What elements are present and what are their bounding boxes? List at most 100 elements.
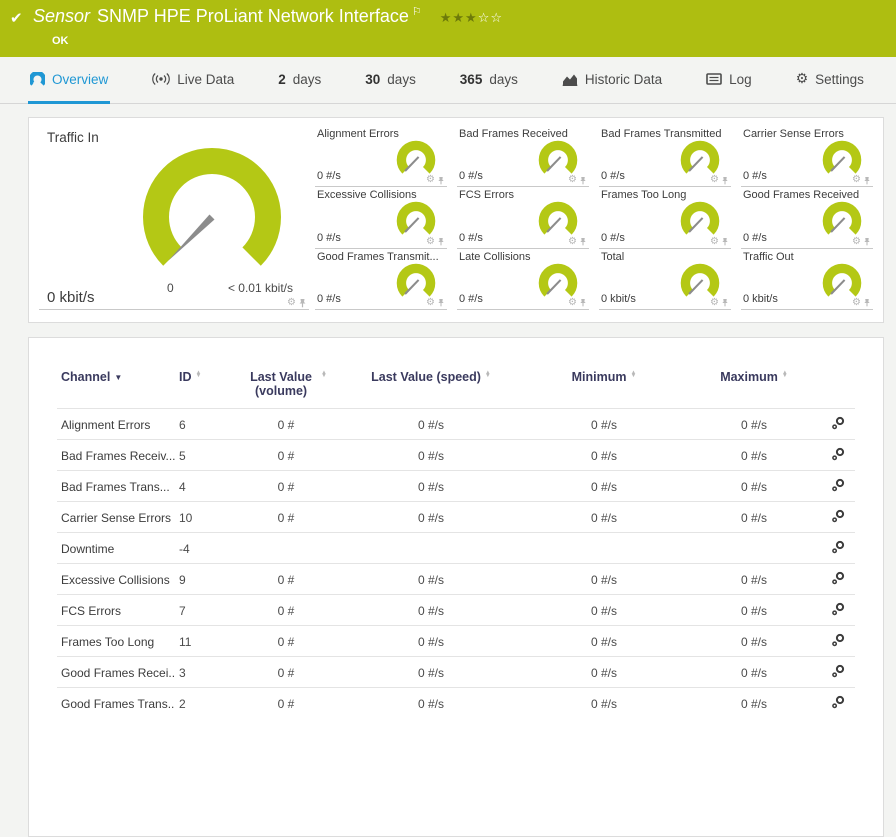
table-row: Downtime -4 [57, 532, 855, 564]
tab-2-days[interactable]: 2 days [276, 57, 323, 104]
mini-gauge-icon [822, 140, 862, 174]
mini-gauge-value: 0 #/s [743, 170, 767, 183]
channel-settings-gears-icon[interactable] [831, 695, 845, 712]
gear-icon[interactable]: ⚙ [710, 235, 719, 247]
mini-gauge-excessive-collisions[interactable]: Excessive Collisions 0 #/s ⚙ [315, 187, 447, 249]
mini-gauge-late-collisions[interactable]: Late Collisions 0 #/s ⚙ [457, 249, 589, 310]
pin-icon[interactable] [437, 298, 445, 307]
mini-gauge-fcs-errors[interactable]: FCS Errors 0 #/s ⚙ [457, 187, 589, 249]
channel-name: Alignment Errors [57, 408, 175, 440]
pin-icon[interactable] [863, 237, 871, 246]
channel-name: Bad Frames Receiv... [57, 439, 175, 471]
mini-gauge-good-frames-received[interactable]: Good Frames Received 0 #/s ⚙ [741, 187, 873, 249]
column-header-minimum[interactable]: Minimum ▲ ▼ [520, 368, 688, 409]
stars-filled[interactable]: ★★★ [439, 11, 478, 26]
column-label: ID [179, 370, 192, 384]
last-value-speed: 0 #/s [342, 470, 520, 502]
channel-name: Excessive Collisions [57, 563, 175, 595]
mini-gauge-good-frames-transmitted[interactable]: Good Frames Transmit... 0 #/s ⚙ [315, 249, 447, 310]
priority-stars[interactable]: ★★★☆☆ [440, 11, 503, 26]
gear-icon[interactable]: ⚙ [426, 174, 435, 186]
channel-settings-gears-icon[interactable] [831, 664, 845, 681]
gear-icon[interactable]: ⚙ [426, 235, 435, 247]
pin-icon[interactable] [721, 298, 729, 307]
mini-gauge-value: 0 #/s [317, 231, 341, 244]
channel-settings-gears-icon[interactable] [831, 571, 845, 588]
gear-icon[interactable]: ⚙ [710, 296, 719, 308]
pin-icon[interactable] [721, 237, 729, 246]
channel-settings-gears-icon[interactable] [831, 509, 845, 526]
gear-icon[interactable]: ⚙ [852, 296, 861, 308]
last-value-volume: 0 # [230, 408, 342, 440]
channel-name: FCS Errors [57, 594, 175, 626]
tab-settings[interactable]: ⚙ Settings [794, 57, 866, 104]
column-header-channel[interactable]: Channel ▼ [57, 368, 175, 409]
tab-live-data[interactable]: Live Data [150, 57, 236, 104]
minimum-value: 0 #/s [520, 470, 688, 502]
pin-icon[interactable] [863, 298, 871, 307]
stars-empty[interactable]: ☆☆ [477, 11, 503, 26]
tab-historic-data[interactable]: Historic Data [560, 57, 664, 104]
pin-icon[interactable] [721, 176, 729, 185]
pin-icon[interactable] [579, 176, 587, 185]
channel-settings-gears-icon[interactable] [831, 540, 845, 557]
minimum-value: 0 #/s [520, 501, 688, 533]
mini-gauge-label: Bad Frames Transmitted [601, 128, 722, 140]
status-ok-checkmark-icon: ✔ [10, 9, 23, 27]
last-value-volume [230, 532, 342, 564]
tab-30-days[interactable]: 30 days [363, 57, 418, 104]
tab-overview[interactable]: Overview [28, 57, 111, 104]
column-header-last-value-volume[interactable]: Last Value (volume) ▲ ▼ [230, 368, 342, 409]
channel-settings-gears-icon[interactable] [831, 416, 845, 433]
mini-gauge-bad-frames-transmitted[interactable]: Bad Frames Transmitted 0 #/s ⚙ [599, 126, 731, 188]
broadcast-icon [152, 72, 171, 86]
pin-icon[interactable] [437, 237, 445, 246]
pin-icon[interactable] [437, 176, 445, 185]
last-value-volume: 0 # [230, 563, 342, 595]
channel-id: 3 [175, 656, 230, 688]
channel-settings-gears-icon[interactable] [831, 633, 845, 650]
column-header-maximum[interactable]: Maximum ▲ ▼ [688, 368, 820, 409]
pin-icon[interactable] [579, 298, 587, 307]
sensor-kind-label: Sensor [33, 6, 91, 26]
gear-icon[interactable]: ⚙ [287, 297, 296, 308]
mini-gauge-value: 0 #/s [601, 231, 625, 244]
pin-icon[interactable] [298, 298, 307, 308]
mini-gauge-value: 0 #/s [601, 170, 625, 183]
gauge-scale-max: < 0.01 kbit/s [227, 281, 293, 295]
main-gauge-label: Traffic In [47, 130, 99, 145]
tab-log[interactable]: Log [704, 57, 754, 104]
channel-id: -4 [175, 532, 230, 564]
main-gauge-cell-traffic-in[interactable]: Traffic In 0 < 0.01 kbit/s 0 kbit/s ⚙ [39, 126, 309, 310]
mini-gauge-bad-frames-received[interactable]: Bad Frames Received 0 #/s ⚙ [457, 126, 589, 188]
flag-icon[interactable]: ⚐ [411, 5, 422, 18]
gear-icon[interactable]: ⚙ [568, 235, 577, 247]
last-value-speed: 0 #/s [342, 501, 520, 533]
mini-gauge-traffic-out[interactable]: Traffic Out 0 kbit/s ⚙ [741, 249, 873, 310]
gear-icon[interactable]: ⚙ [568, 296, 577, 308]
mini-gauge-carrier-sense-errors[interactable]: Carrier Sense Errors 0 #/s ⚙ [741, 126, 873, 188]
pin-icon[interactable] [863, 176, 871, 185]
channel-settings-gears-icon[interactable] [831, 602, 845, 619]
channel-table: Channel ▼ ID ▲ ▼ Last Value (volume) ▲ ▼ Last… [57, 368, 855, 718]
channel-settings-gears-icon[interactable] [831, 447, 845, 464]
mini-gauge-total[interactable]: Total 0 kbit/s ⚙ [599, 249, 731, 310]
gear-icon[interactable]: ⚙ [568, 174, 577, 186]
last-value-speed: 0 #/s [342, 439, 520, 471]
tab-365-days[interactable]: 365 days [458, 57, 520, 104]
gear-icon[interactable]: ⚙ [710, 174, 719, 186]
gear-icon[interactable]: ⚙ [852, 174, 861, 186]
gauge-icon [30, 71, 45, 87]
gear-icon[interactable]: ⚙ [852, 235, 861, 247]
tab-label: days [292, 71, 322, 87]
channel-name: Downtime [57, 532, 175, 564]
mini-gauge-alignment-errors[interactable]: Alignment Errors 0 #/s ⚙ [315, 126, 447, 188]
mini-gauge-label: Good Frames Received [743, 189, 860, 202]
mini-gauge-frames-too-long[interactable]: Frames Too Long 0 #/s ⚙ [599, 187, 731, 249]
gear-icon[interactable]: ⚙ [426, 296, 435, 308]
pin-icon[interactable] [579, 237, 587, 246]
mini-gauge-icon [822, 263, 862, 297]
column-header-last-value-speed[interactable]: Last Value (speed) ▲ ▼ [342, 368, 520, 409]
channel-settings-gears-icon[interactable] [831, 478, 845, 495]
column-header-id[interactable]: ID ▲ ▼ [175, 368, 230, 409]
